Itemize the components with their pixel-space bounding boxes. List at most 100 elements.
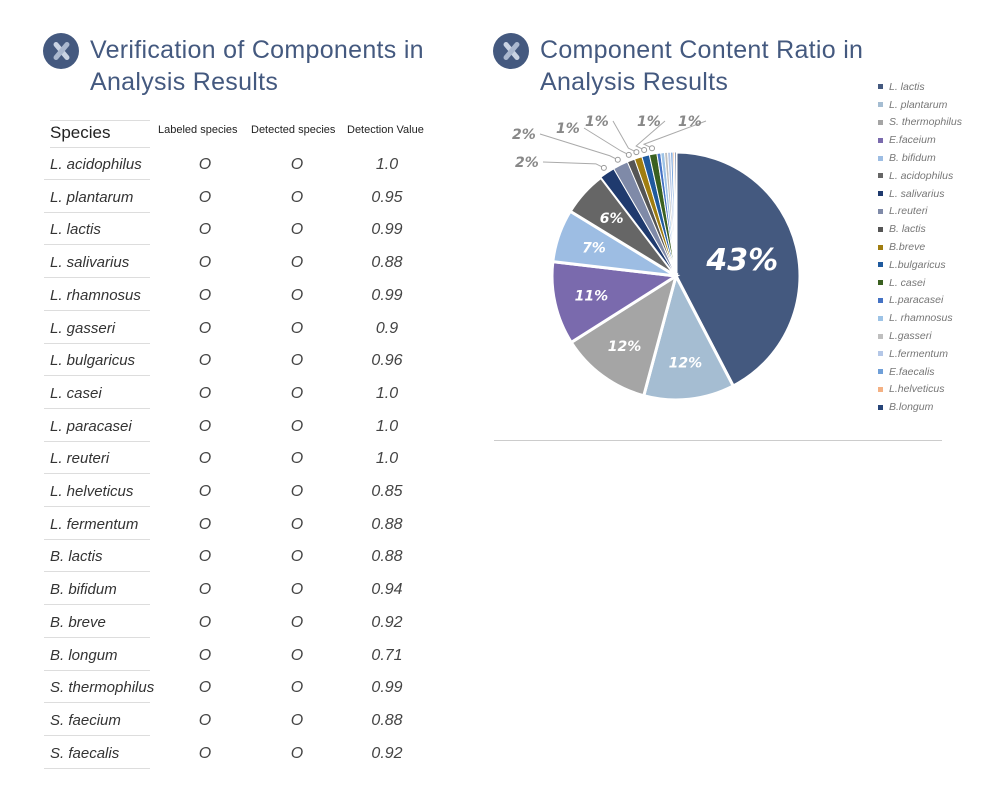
legend-label: L.reuteri: [889, 205, 928, 218]
detected-mark: O: [290, 548, 304, 566]
data-label: 6%: [600, 211, 624, 227]
detected-mark: O: [290, 711, 304, 729]
chart-title-line2: Analysis Results: [540, 68, 729, 96]
labeled-mark: O: [198, 156, 212, 173]
table-row: B. breve O O 0.92: [44, 607, 444, 639]
species-name: L. reuteri: [44, 443, 150, 475]
detection-value: 0.99: [371, 286, 403, 304]
legend-label: L. plantarum: [889, 98, 948, 111]
legend-item: L.helveticus: [878, 381, 962, 399]
legend-swatch: [878, 137, 883, 143]
leader-line: [583, 127, 630, 156]
species-name: L. lactis: [44, 214, 150, 246]
legend-label: L.fermentum: [889, 347, 948, 360]
detected-mark: O: [290, 613, 304, 631]
table-row: L. reuteri O O 1.0: [44, 443, 444, 475]
legend-label: L. lactis: [889, 80, 925, 93]
labeled-mark: O: [198, 188, 212, 206]
leader-dot: [641, 146, 648, 153]
detection-value: 0.95: [371, 188, 403, 206]
pie-slice: [641, 271, 736, 402]
species-name: B. longum: [44, 640, 150, 671]
legend-item: L. acidophilus: [878, 167, 962, 185]
data-label: 11%: [575, 288, 609, 304]
data-label: 2%: [512, 127, 536, 143]
labeled-mark: O: [198, 613, 212, 631]
detected-mark: O: [290, 384, 304, 402]
detection-value: 0.71: [371, 646, 403, 664]
detection-value: 0.88: [371, 711, 403, 729]
table-row: L. fermentum O O 0.88: [44, 509, 444, 541]
detection-value: 0.92: [371, 744, 403, 762]
labeled-mark: O: [198, 286, 212, 304]
data-label: 2%: [515, 155, 539, 171]
species-name: L. helveticus: [44, 476, 150, 507]
legend-label: S. thermophilus: [889, 116, 962, 129]
labeled-mark: O: [198, 711, 212, 729]
table-row: L. bulgaricus O O 0.96: [44, 345, 444, 377]
labeled-mark: O: [198, 548, 212, 566]
legend-swatch: [878, 351, 883, 357]
table-row: B. longum O O 0.71: [44, 640, 444, 672]
labeled-mark: O: [198, 417, 212, 435]
legend-label: E.faceium: [889, 134, 936, 147]
table-title-line1: Verification of Components in: [90, 36, 424, 64]
chromosome-icon: [493, 33, 529, 69]
pie-slice: [674, 150, 802, 389]
table-row: S. faecium O O 0.88: [44, 705, 444, 737]
pie-slice: [673, 151, 677, 277]
species-name: L. bulgaricus: [44, 345, 150, 377]
species-name: L. gasseri: [44, 313, 150, 344]
species-name: L. fermentum: [44, 509, 150, 540]
legend-swatch: [878, 155, 883, 161]
legend-swatch: [878, 315, 883, 321]
species-name: S. faecalis: [44, 738, 150, 769]
data-label: 1%: [678, 114, 702, 130]
header-value: Detection Value: [347, 124, 424, 136]
data-label: 7%: [582, 241, 606, 257]
table-row: L. helveticus O O 0.85: [44, 476, 444, 508]
labeled-mark: O: [198, 646, 212, 664]
data-label: 43%: [705, 243, 778, 278]
legend-item: L. rhamnosus: [878, 309, 962, 327]
table-title-line2: Analysis Results: [90, 68, 279, 96]
detected-mark: O: [290, 581, 304, 599]
detection-value: 1.0: [375, 384, 399, 402]
header-species: Species: [50, 120, 150, 148]
legend-item: E.faecalis: [878, 363, 962, 381]
legend-swatch: [878, 297, 883, 303]
data-label: 1%: [585, 114, 609, 130]
labeled-mark: O: [198, 319, 212, 337]
species-name: L. casei: [44, 378, 150, 409]
detected-mark: O: [290, 352, 304, 370]
legend-swatch: [878, 369, 883, 375]
table-row: L. acidophilus O O 1.0: [44, 149, 444, 181]
detection-value: 0.99: [371, 221, 403, 239]
detected-mark: O: [290, 188, 304, 206]
legend-item: B.breve: [878, 238, 962, 256]
data-label: 1%: [637, 114, 661, 130]
chromosome-icon: [43, 33, 79, 69]
labeled-mark: O: [198, 483, 212, 500]
legend-swatch: [878, 208, 883, 214]
header-detected: Detected species: [251, 124, 336, 136]
species-name: B. bifidum: [44, 574, 150, 606]
species-name: L. salivarius: [44, 247, 150, 279]
leader-line: [612, 120, 637, 153]
detection-value: 0.88: [371, 515, 403, 533]
detected-mark: O: [290, 679, 304, 697]
legend-swatch: [878, 191, 883, 197]
leader-dot: [648, 145, 655, 152]
labeled-mark: O: [198, 450, 212, 468]
table-row: S. faecalis O O 0.92: [44, 738, 444, 770]
legend-label: L. casei: [889, 276, 926, 289]
species-name: L. paracasei: [44, 411, 150, 442]
labeled-mark: O: [198, 744, 212, 762]
detection-value: 0.88: [371, 548, 403, 566]
legend-label: L. rhamnosus: [889, 312, 953, 325]
legend-label: L.paracasei: [889, 294, 944, 307]
chart-title: Component Content Ratio in Analysis Resul…: [540, 34, 863, 98]
table-row: L. gasseri O O 0.9: [44, 313, 444, 345]
detection-value: 1.0: [375, 450, 399, 468]
